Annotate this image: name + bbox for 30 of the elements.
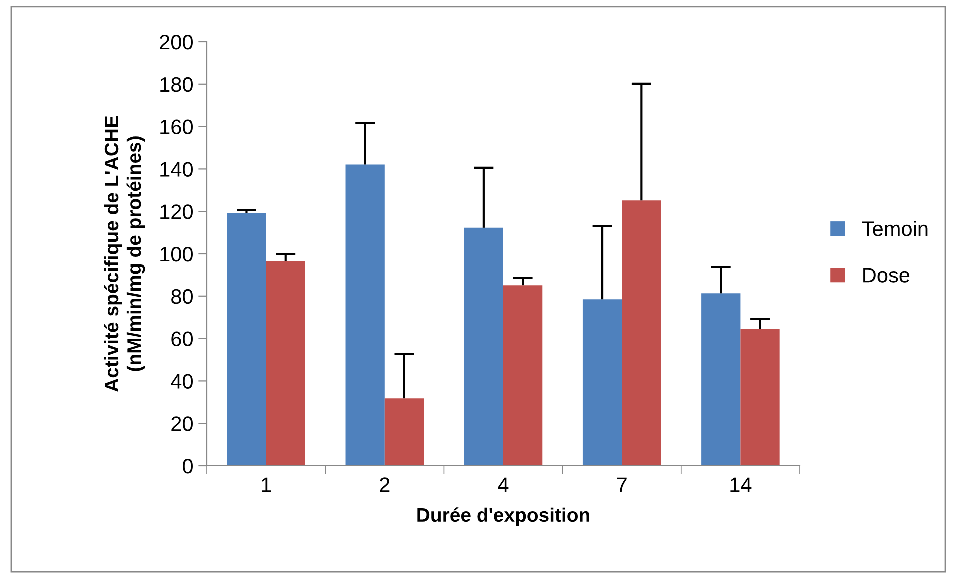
x-tick-label: 7 [617, 478, 627, 492]
y-tick-label: 60 [172, 332, 193, 347]
bar [227, 213, 266, 466]
x-tick-label: 2 [380, 478, 390, 492]
y-tick-label: 200 [160, 35, 193, 50]
bar [384, 398, 424, 466]
y-tick-label: 160 [160, 120, 193, 135]
y-tick-label: 0 [183, 459, 193, 474]
y-tick-label: 120 [160, 204, 193, 220]
bar [622, 200, 662, 466]
legend-label: Temoin [862, 221, 928, 236]
x-tick-label: 4 [498, 478, 509, 492]
y-tick-label: 180 [160, 77, 193, 92]
bar [464, 228, 504, 466]
bar [346, 164, 385, 466]
x-tick-label: 14 [730, 478, 752, 492]
y-tick-label: 20 [172, 416, 193, 432]
y-tick-label: 80 [172, 289, 193, 304]
legend-label: Dose [864, 268, 910, 283]
bar [702, 294, 741, 466]
y-axis-title: Activité spécifique de L'ACHE (nM/min/mg de protéines) [104, 116, 146, 392]
bar [582, 300, 622, 466]
bar [504, 286, 543, 466]
y-tick-label: 40 [171, 374, 193, 389]
y-tick-label: 100 [160, 247, 193, 262]
x-tick-label: 1 [262, 478, 272, 492]
y-tick-label: 140 [160, 162, 193, 177]
bar [266, 261, 306, 466]
x-axis-title: Durée d'exposition [418, 508, 590, 526]
bar [740, 329, 780, 466]
